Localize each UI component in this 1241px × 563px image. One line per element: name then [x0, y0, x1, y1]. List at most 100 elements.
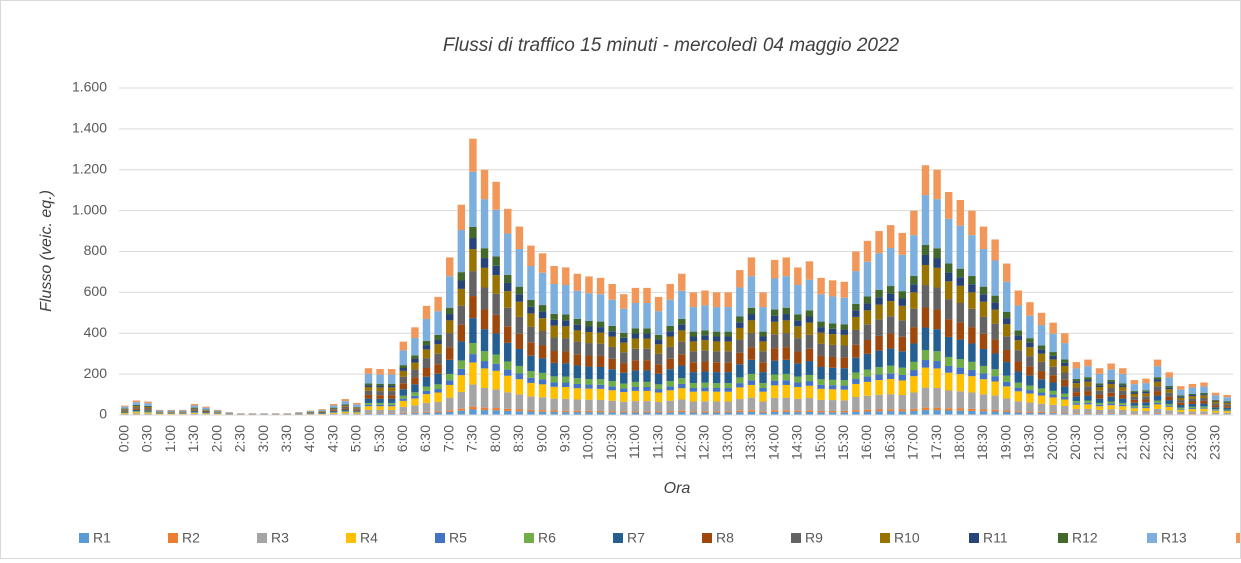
- bar-segment: [980, 249, 987, 287]
- bar-segment: [957, 286, 964, 303]
- bar-segment: [492, 389, 499, 408]
- bar-segment: [945, 272, 952, 281]
- bar-segment: [597, 294, 604, 321]
- bar-segment: [1049, 367, 1056, 375]
- bar-segment: [875, 305, 882, 320]
- bar-segment: [191, 408, 198, 409]
- bar-segment: [1189, 384, 1196, 388]
- y-tick-label: 1.600: [72, 79, 107, 95]
- bar-segment: [864, 340, 871, 354]
- bar-segment: [446, 360, 453, 374]
- bar-segment: [713, 292, 720, 307]
- bar-segment: [574, 411, 581, 412]
- bar-segment: [1165, 407, 1172, 410]
- bar-segment: [562, 314, 569, 320]
- bar-segment: [666, 326, 673, 331]
- bar-segment: [539, 312, 546, 319]
- bar-segment: [759, 372, 766, 383]
- bar-segment: [527, 313, 534, 326]
- bar-segment: [980, 302, 987, 317]
- bar-segment: [1154, 413, 1161, 414]
- bar-segment: [1073, 379, 1080, 381]
- bar-segment: [922, 350, 929, 360]
- bar-segment: [1119, 395, 1126, 399]
- bar-segment: [783, 276, 790, 307]
- bar-segment: [632, 391, 639, 401]
- bar-segment: [434, 374, 441, 385]
- bar-segment: [922, 408, 929, 410]
- bar-segment: [388, 375, 395, 384]
- bar-segment: [1015, 291, 1022, 306]
- bar-segment: [1212, 411, 1219, 413]
- bar-segment: [748, 398, 755, 411]
- bar-segment: [1223, 411, 1230, 413]
- bar-segment: [608, 347, 615, 359]
- x-tick-label: 9:30: [556, 425, 572, 452]
- x-tick-label: 0:30: [139, 425, 155, 452]
- bar-segment: [434, 364, 441, 373]
- bar-segment: [376, 399, 383, 403]
- bar-segment: [562, 411, 569, 412]
- bar-segment: [817, 327, 824, 333]
- bar-segment: [1223, 411, 1230, 412]
- y-tick-label: 1.400: [72, 120, 107, 136]
- bar-segment: [794, 377, 801, 383]
- bar-segment: [841, 386, 848, 390]
- bar-segment: [887, 379, 894, 394]
- bar-segment: [620, 392, 627, 402]
- bar-segment: [365, 410, 372, 414]
- bar-segment: [388, 399, 395, 403]
- bar-segment: [516, 227, 523, 249]
- bar-segment: [1015, 361, 1022, 371]
- bar-segment: [1131, 406, 1138, 407]
- bar-segment: [446, 314, 453, 320]
- bar-segment: [481, 170, 488, 199]
- bar-segment: [342, 408, 349, 409]
- bar-segment: [1096, 399, 1103, 403]
- bar-segment: [446, 398, 453, 411]
- bar-segment: [1131, 411, 1138, 414]
- bar-segment: [910, 292, 917, 308]
- bar-segment: [794, 387, 801, 399]
- bar-segment: [1073, 405, 1080, 409]
- bar-segment: [899, 337, 906, 352]
- bar-segment: [585, 385, 592, 389]
- bar-segment: [841, 335, 848, 346]
- bar-segment: [342, 412, 349, 413]
- bar-segment: [481, 310, 488, 330]
- bar-segment: [759, 392, 766, 402]
- bar-segment: [353, 411, 360, 412]
- bar-segment: [759, 337, 766, 342]
- bar-segment: [643, 382, 650, 387]
- bar-segment: [353, 404, 360, 406]
- bar-segment: [574, 378, 581, 384]
- bar-segment: [1189, 399, 1196, 402]
- bar-segment: [539, 305, 546, 312]
- bar-segment: [852, 372, 859, 379]
- bar-segment: [910, 411, 917, 415]
- bar-segment: [1212, 407, 1219, 409]
- bar-segment: [794, 338, 801, 351]
- bar-segment: [1223, 395, 1230, 397]
- bar-segment: [400, 371, 407, 377]
- bar-segment: [516, 411, 523, 415]
- bar-segment: [550, 338, 557, 351]
- bar-segment: [713, 362, 720, 372]
- legend-swatch: [880, 533, 890, 543]
- bar-segment: [945, 366, 952, 373]
- bar-segment: [957, 200, 964, 226]
- bar-segment: [759, 307, 766, 332]
- bar-segment: [991, 260, 998, 295]
- bar-segment: [330, 404, 337, 405]
- bar-segment: [423, 345, 430, 349]
- bar-segment: [666, 359, 673, 369]
- x-tick-label: 2:30: [232, 425, 248, 452]
- bar-segment: [342, 409, 349, 410]
- bar-segment: [1015, 330, 1022, 335]
- bar-segment: [1212, 403, 1219, 405]
- bar-segment: [864, 324, 871, 340]
- bar-segment: [1073, 387, 1080, 392]
- bar-segment: [1165, 386, 1172, 388]
- bar-segment: [817, 333, 824, 344]
